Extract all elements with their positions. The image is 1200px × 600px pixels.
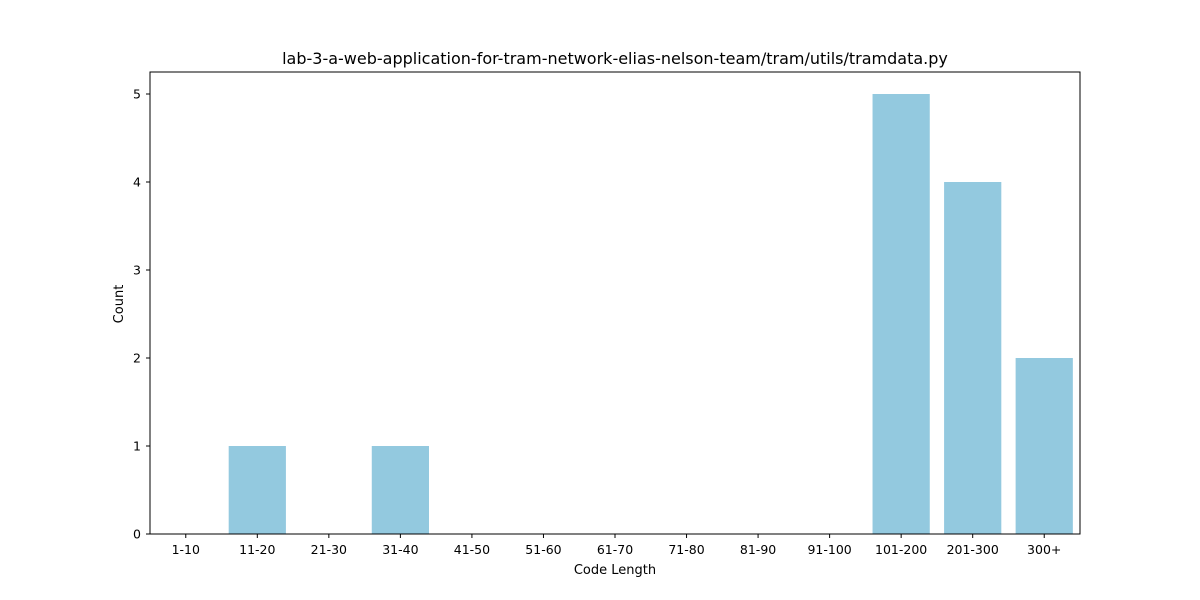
x-tick-label: 41-50	[454, 542, 490, 557]
plot-frame	[149, 71, 1081, 535]
chart-title: lab-3-a-web-application-for-tram-network…	[282, 49, 948, 68]
bar-11-20	[228, 446, 286, 534]
y-tick-label: 2	[133, 351, 141, 366]
bar-201-300	[944, 182, 1002, 534]
x-tick-label: 11-20	[239, 542, 275, 557]
x-tick-label: 21-30	[311, 542, 347, 557]
bars-layer	[228, 94, 1073, 534]
x-tick-label: 201-300	[947, 542, 999, 557]
y-axis-label: Count	[112, 285, 127, 324]
x-tick-label: 101-200	[875, 542, 927, 557]
y-tick-label: 1	[133, 439, 141, 454]
x-tick-label: 51-60	[525, 542, 561, 557]
y-tick-label: 0	[133, 527, 141, 542]
x-tick-label: 71-80	[668, 542, 704, 557]
x-tick-label: 300+	[1027, 542, 1061, 557]
x-tick-label: 1-10	[172, 542, 200, 557]
x-axis-label: Code Length	[574, 563, 656, 578]
bar-101-200	[872, 94, 930, 534]
y-tick-label: 5	[133, 87, 141, 102]
bar-31-40	[371, 446, 429, 534]
y-tick-label: 3	[133, 263, 141, 278]
x-tick-label: 91-100	[807, 542, 851, 557]
bar-300+	[1015, 358, 1073, 534]
x-tick-label: 31-40	[382, 542, 418, 557]
axes-layer: 1-10 11-20 21-30 31-40 41-50 51-60 61-70 71-80 8…	[133, 71, 1081, 557]
x-tick-label: 81-90	[740, 542, 776, 557]
y-tick-label: 4	[133, 175, 141, 190]
x-tick-label: 61-70	[597, 542, 633, 557]
